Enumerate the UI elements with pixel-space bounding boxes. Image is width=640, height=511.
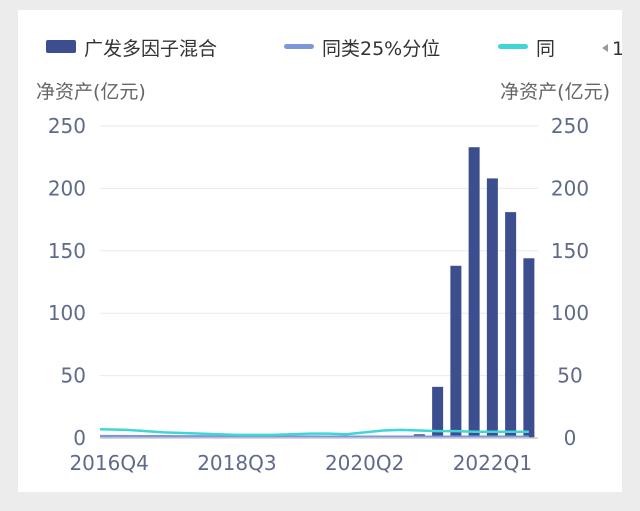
axes: 0 0 50 50 100 100 150 150 200 200 250 250 2016Q4 2018… (48, 114, 589, 475)
x-tick-label: 2018Q3 (197, 451, 276, 475)
legend-label-avg[interactable]: 同 (536, 38, 555, 60)
legend-more-label[interactable]: 1 (612, 38, 622, 60)
y-tick-left: 0 (73, 426, 86, 450)
y-tick-right: 100 (551, 301, 589, 325)
y-tick-left: 250 (48, 114, 86, 138)
bar[interactable] (468, 147, 480, 438)
net-asset-chart: 0 0 50 50 100 100 150 150 200 200 250 250 2016Q4 2018… (36, 38, 622, 475)
y-tick-right: 0 (564, 426, 577, 450)
line-series (99, 428, 529, 439)
y-tick-left: 200 (48, 176, 86, 200)
arrow-left-icon[interactable] (602, 44, 608, 52)
x-tick-label: 2022Q1 (453, 451, 532, 475)
legend-swatch-avg (498, 44, 528, 49)
grid-lines (100, 125, 538, 377)
y-tick-left: 50 (61, 364, 86, 388)
x-tick-label: 2020Q2 (325, 451, 404, 475)
y-tick-left: 100 (48, 301, 86, 325)
series-line-1[interactable] (100, 434, 529, 439)
y-tick-left: 150 (48, 239, 86, 263)
y-tick-right: 250 (551, 114, 589, 138)
legend-swatch-fund (46, 40, 76, 53)
legend-label-fund[interactable]: 广发多因子混合 (84, 38, 217, 60)
bar[interactable] (486, 178, 498, 438)
bar[interactable] (505, 212, 517, 438)
y-tick-right: 150 (551, 239, 589, 263)
legend[interactable]: 广发多因子混合 同类25%分位 同 1 (46, 38, 622, 60)
bar[interactable] (432, 386, 444, 438)
bar[interactable] (523, 258, 535, 438)
y-tick-right: 50 (557, 364, 582, 388)
x-tick-label: 2016Q4 (69, 451, 148, 475)
legend-label-p25[interactable]: 同类25%分位 (322, 38, 440, 60)
chart-card: 0 0 50 50 100 100 150 150 200 200 250 250 2016Q4 2018… (18, 10, 622, 492)
y-tick-right: 200 (551, 176, 589, 200)
right-axis-label: 净资产(亿元) (500, 81, 610, 103)
legend-swatch-p25 (284, 44, 314, 49)
left-axis-label: 净资产(亿元) (36, 81, 146, 103)
bar-series (103, 147, 535, 438)
bar[interactable] (450, 265, 462, 438)
series-line-2[interactable] (99, 428, 529, 437)
